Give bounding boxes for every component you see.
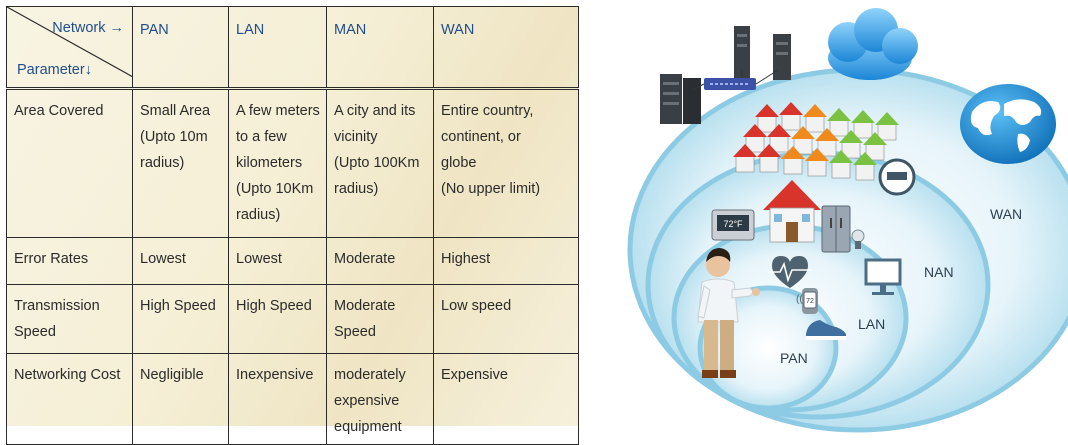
- home-icon: [763, 180, 821, 243]
- thermostat-icon: 72°F: [711, 209, 755, 241]
- network-switch-icon: [691, 69, 779, 91]
- row-label-error-rates: Error Rates: [6, 237, 133, 285]
- cloud-icon: [828, 8, 918, 80]
- column-header-wan: WAN: [433, 6, 579, 90]
- person-figure: [697, 248, 760, 378]
- sneaker-icon: [806, 320, 846, 340]
- row-label-transmission-speed: Transmission Speed: [6, 284, 133, 354]
- network-comparison-table: Network → Parameter↓ PAN LAN MAN WAN Are…: [6, 6, 579, 445]
- corner-network-label: Network →: [52, 20, 124, 36]
- cell-speed-man: Moderate Speed: [326, 284, 434, 354]
- cell-error-man: Moderate: [326, 237, 434, 285]
- table-row-area-covered: Area Covered Small Area (Upto 10m radius…: [6, 88, 579, 238]
- network-scope-diagram: 72°F 72 ((: [600, 0, 1068, 433]
- label-wan: WAN: [990, 206, 1023, 222]
- cell-area-lan: A few meters to a few kilometers (Upto 1…: [228, 88, 327, 238]
- cell-cost-man: moderately expensive equipment: [326, 353, 434, 445]
- corner-header-cell: Network → Parameter↓: [6, 6, 133, 90]
- heart-rate-icon: [768, 256, 812, 288]
- monitor-icon: [864, 258, 902, 295]
- light-bulb-icon: [851, 229, 865, 249]
- table-row-error-rates: Error Rates Lowest Lowest Moderate Highe…: [6, 237, 579, 285]
- column-header-lan: LAN: [228, 6, 327, 90]
- row-label-networking-cost: Networking Cost: [6, 353, 133, 445]
- smart-meter-icon: [878, 158, 916, 196]
- cell-error-lan: Lowest: [228, 237, 327, 285]
- network-comparison-table-container: Network → Parameter↓ PAN LAN MAN WAN Are…: [6, 6, 579, 445]
- refrigerator-icon: [821, 205, 851, 253]
- row-label-area-covered: Area Covered: [6, 88, 133, 238]
- smart-watch-icon: 72 ((: [796, 288, 818, 314]
- label-pan: PAN: [780, 350, 808, 366]
- cell-area-wan: Entire country, continent, or globe (No …: [433, 88, 579, 238]
- cell-error-wan: Highest: [433, 237, 579, 285]
- svg-text:72: 72: [806, 298, 814, 305]
- table-row-transmission-speed: Transmission Speed High Speed High Speed…: [6, 284, 579, 354]
- svg-text:((: ((: [796, 294, 803, 305]
- cell-area-man: A city and its vicinity (Upto 100Km radi…: [326, 88, 434, 238]
- corner-parameter-label: Parameter↓: [17, 62, 92, 78]
- cell-cost-pan: Negligible: [132, 353, 229, 445]
- table-header-row: Network → Parameter↓ PAN LAN MAN WAN: [6, 6, 579, 90]
- houses-cluster-icon: [733, 102, 899, 181]
- cell-area-pan: Small Area (Upto 10m radius): [132, 88, 229, 238]
- cell-error-pan: Lowest: [132, 237, 229, 285]
- cell-cost-lan: Inexpensive: [228, 353, 327, 445]
- server-rack-icon: [660, 26, 791, 124]
- svg-text:72°F: 72°F: [723, 219, 743, 229]
- corner-diagonal-line: [7, 7, 133, 77]
- column-header-man: MAN: [326, 6, 434, 90]
- table-row-networking-cost: Networking Cost Negligible Inexpensive m…: [6, 353, 579, 445]
- cell-speed-wan: Low speed: [433, 284, 579, 354]
- cell-speed-lan: High Speed: [228, 284, 327, 354]
- label-nan: NAN: [924, 264, 954, 280]
- column-header-pan: PAN: [132, 6, 229, 90]
- network-rings-svg: 72°F 72 ((: [627, 8, 1068, 433]
- label-lan: LAN: [858, 316, 886, 332]
- cell-speed-pan: High Speed: [132, 284, 229, 354]
- world-globe-icon: [960, 84, 1056, 164]
- cell-cost-wan: Expensive: [433, 353, 579, 445]
